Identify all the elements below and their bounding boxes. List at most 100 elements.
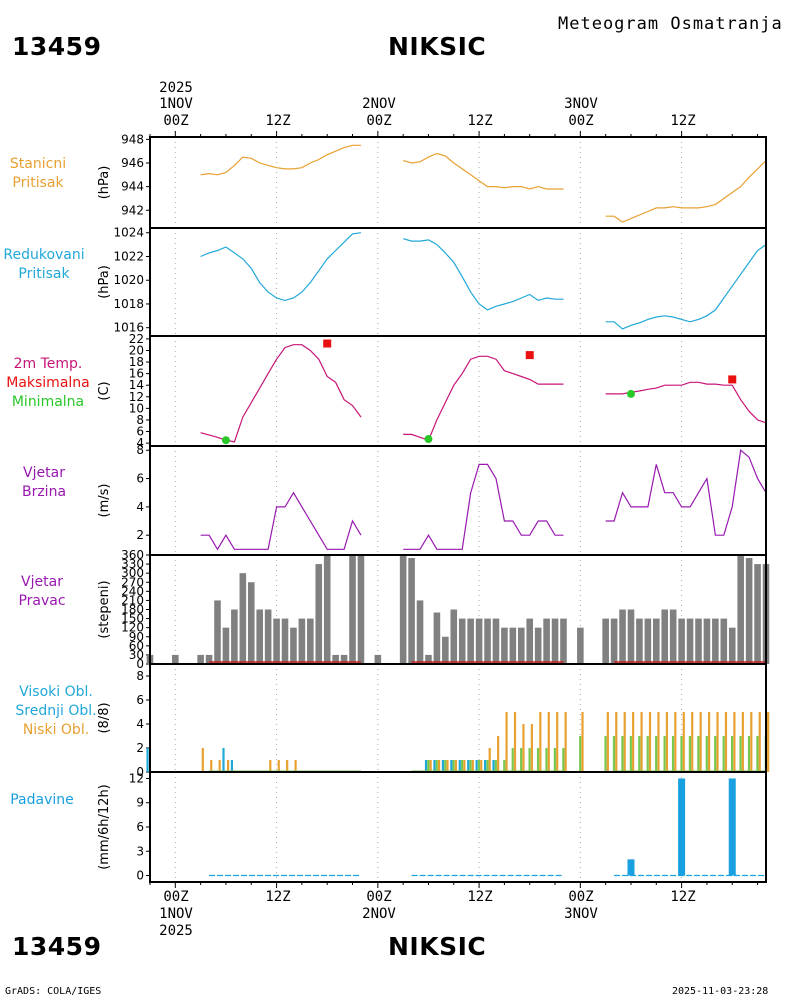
wind-dir-bar bbox=[720, 618, 728, 664]
precip-bar bbox=[627, 859, 635, 876]
wind-dir-bar bbox=[298, 618, 306, 664]
panel-label-precipitation: Padavine bbox=[10, 792, 74, 808]
panel-label-wind-direction: Vjetar Pravac bbox=[18, 574, 66, 609]
cloud-bar bbox=[437, 760, 441, 772]
cloud-bar bbox=[655, 736, 658, 772]
cloud-bar bbox=[427, 760, 430, 772]
wind-dir-bar bbox=[323, 555, 331, 664]
wind-dir-bar bbox=[273, 618, 280, 664]
wind-dir-bar bbox=[526, 618, 534, 664]
wind-dir-bar bbox=[627, 609, 635, 664]
cloud-bar bbox=[615, 712, 618, 772]
unit-label: (stepeni) bbox=[97, 580, 112, 638]
cloud-bar bbox=[553, 748, 556, 772]
bottom-day-label: 2NOV bbox=[362, 906, 396, 922]
cloud-bar bbox=[460, 760, 464, 772]
top-day-label: 1NOV bbox=[159, 96, 193, 112]
y-tick-label: 0 bbox=[136, 657, 144, 671]
wind-dir-bar bbox=[408, 558, 415, 664]
wind-dir-bar bbox=[214, 600, 221, 664]
series-line bbox=[200, 344, 362, 443]
y-tick-label: 180 bbox=[121, 603, 144, 617]
cloud-bar bbox=[441, 760, 444, 772]
wind-dir-bar bbox=[534, 627, 542, 664]
cloud-bar bbox=[547, 712, 550, 772]
y-tick-label: 6 bbox=[136, 472, 144, 486]
wind-dir-bar bbox=[644, 618, 652, 664]
cloud-bar bbox=[480, 760, 483, 772]
series-line bbox=[605, 381, 767, 424]
y-tick-label: 330 bbox=[121, 557, 144, 571]
cloud-bar bbox=[286, 760, 289, 772]
cloud-bar bbox=[665, 712, 668, 772]
wind-dir-bar bbox=[737, 555, 744, 664]
y-tick-label: 4 bbox=[136, 717, 144, 731]
series-line bbox=[403, 463, 564, 550]
unit-label: (hPa) bbox=[97, 265, 112, 299]
wind-dir-bar bbox=[560, 618, 567, 664]
wind-dir-bar bbox=[264, 609, 272, 664]
wind-dir-bar bbox=[357, 555, 365, 664]
cloud-bar bbox=[277, 760, 280, 772]
cloud-bar bbox=[218, 760, 221, 772]
series-line bbox=[403, 355, 564, 441]
cloud-bar bbox=[488, 748, 491, 772]
year-label: 2025 bbox=[159, 80, 193, 96]
wind-dir-bar bbox=[695, 618, 702, 664]
cloud-bar bbox=[536, 748, 540, 772]
cloud-bar bbox=[433, 760, 436, 772]
wind-dir-bar bbox=[501, 627, 508, 664]
cloud-bar bbox=[682, 712, 685, 772]
unit-label: (m/s) bbox=[97, 484, 112, 518]
cloud-bar bbox=[463, 760, 466, 772]
cloud-bar bbox=[688, 736, 692, 772]
series-line bbox=[403, 238, 564, 311]
panel-frame bbox=[149, 227, 767, 337]
panel-frame bbox=[149, 335, 767, 447]
wind-dir-bar bbox=[653, 618, 660, 664]
cloud-bar bbox=[210, 760, 213, 772]
cloud-bar bbox=[564, 712, 567, 772]
wind-dir-bar bbox=[399, 555, 407, 664]
y-tick-label: 12 bbox=[129, 390, 144, 404]
series-line bbox=[605, 244, 767, 330]
cloud-bar bbox=[539, 712, 542, 772]
y-tick-label: 210 bbox=[121, 593, 144, 607]
cloud-bar bbox=[467, 760, 470, 772]
wind-dir-bar bbox=[602, 618, 609, 664]
cloud-bar bbox=[581, 712, 584, 772]
unit-label: (hPa) bbox=[97, 166, 112, 200]
cloud-bar bbox=[756, 736, 759, 772]
cloud-bar bbox=[452, 760, 455, 772]
cloud-bar bbox=[579, 736, 582, 772]
y-tick-label: 16 bbox=[129, 367, 144, 381]
bottom-hour-label: 12Z bbox=[265, 889, 291, 905]
cloud-bar bbox=[454, 760, 458, 772]
y-tick-label: 948 bbox=[121, 132, 144, 146]
wind-dir-bar bbox=[619, 609, 626, 664]
cloud-bar bbox=[604, 736, 607, 772]
precip-bar bbox=[678, 778, 686, 876]
y-tick-label: 6 bbox=[136, 693, 144, 707]
cloud-bar bbox=[446, 760, 449, 772]
wind-dir-bar bbox=[433, 612, 441, 664]
cloud-bar bbox=[492, 760, 495, 772]
wind-dir-bar bbox=[703, 618, 711, 664]
panel-label-wind-speed: Vjetar Brzina bbox=[21, 465, 67, 500]
y-tick-label: 0 bbox=[136, 765, 144, 779]
tmin-marker bbox=[626, 389, 635, 398]
y-tick-label: 1020 bbox=[113, 273, 144, 287]
product-title: Meteogram Osmatranja bbox=[558, 14, 783, 34]
wind-dir-bar bbox=[492, 618, 500, 664]
top-day-label: 2NOV bbox=[362, 96, 396, 112]
wind-dir-bar bbox=[745, 558, 753, 664]
wind-dir-bar bbox=[458, 618, 466, 664]
series-line bbox=[200, 491, 362, 551]
top-hour-label: 12Z bbox=[670, 113, 696, 129]
cloud-bar bbox=[505, 712, 508, 772]
cloud-bar bbox=[638, 736, 641, 772]
cloud-bar bbox=[513, 712, 517, 772]
unit-label: (mm/6h/12h) bbox=[97, 784, 112, 870]
